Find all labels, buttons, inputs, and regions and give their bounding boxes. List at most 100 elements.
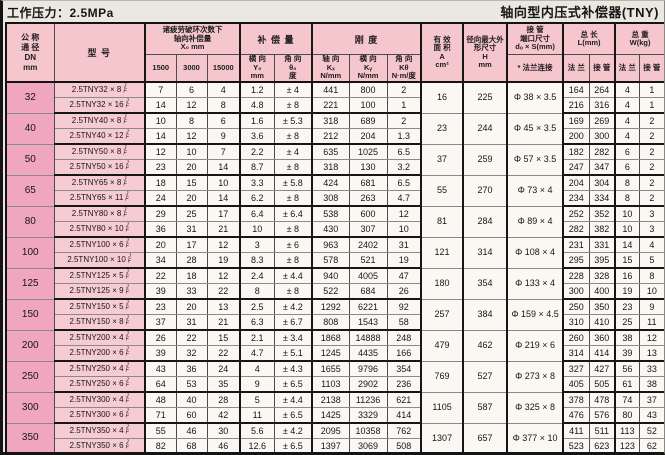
cell-length-flange: 405 [562,376,590,393]
cell-angular-theta0: ± 8 [273,190,313,207]
cell-effective-area: 1105 [420,391,464,424]
cell-stiffness-axial: 635 [311,143,350,160]
cell-stiffness-axial: 808 [311,314,350,331]
cell-weight-flange: 123 [614,438,640,452]
header-radial-max: 径向最大外 形尺寸 H mm [462,22,508,83]
cell-weight-flange: 80 [614,407,640,424]
cell-length-flange: 327 [562,360,590,377]
cell-lateral-y0: 2.5 [239,298,275,315]
cell-x0-3000: 60 [175,407,208,424]
cell-stiffness-lateral: 10358 [348,422,388,439]
cell-dn: 250 [5,360,55,393]
table-row: 50 2.5TNY50 × 8 J F 12 10 7 2.2 ± 4 635 1025 6.5 37 2… [5,143,664,176]
cell-lateral-y0: 1.6 [239,112,275,129]
model-text: 2.5TNY65 × 11 [69,193,124,202]
cell-angular-theta0: ± 6.4 [273,205,313,222]
cell-effective-area: 81 [420,205,464,238]
cell-angular-theta0: ± 4.4 [273,267,313,284]
cell-lateral-y0: 6.2 [239,190,275,207]
cell-length-pipe: 395 [588,252,616,269]
header-effective-area: 有 效 面 积 A cm² [420,22,464,83]
cell-x0-15000: 9 [206,128,241,145]
cell-lateral-y0: 5.6 [239,422,275,439]
cell-pipe-size: Φ 377 × 10 [506,422,564,452]
cell-stiffness-axial: 1103 [311,376,350,393]
cell-pipe-size: Φ 108 × 4 [506,236,564,269]
working-pressure-title: 工作压力：2.5MPa [7,6,114,20]
cell-x0-1500: 23 [144,159,177,176]
cell-pipe-size: Φ 57 × 3.5 [506,143,564,176]
cell-lateral-y0: 2.2 [239,143,275,160]
cell-length-pipe: 328 [588,267,616,284]
cell-radial-max: 354 [462,267,508,300]
cell-length-flange: 231 [562,236,590,253]
cell-angular-theta0: ± 6.7 [273,314,313,331]
cell-x0-3000: 20 [175,298,208,315]
table-row: 200 2.5TNY200 × 4 J F 26 22 15 2.1 ± 3.4 1868 1488… [5,329,664,362]
cell-radial-max: 284 [462,205,508,238]
cell-x0-1500: 12 [144,143,177,160]
cell-x0-15000: 22 [206,345,241,362]
cell-weight-flange: 4 [614,128,640,145]
cell-stiffness-lateral: 681 [348,174,388,191]
cell-stiffness-lateral: 3329 [348,407,388,424]
cell-length-pipe: 576 [588,407,616,424]
cell-stiffness-angular: 26 [386,283,422,300]
cell-length-pipe: 382 [588,221,616,238]
cell-dn: 32 [5,81,55,114]
cell-pipe-size: Φ 133 × 4 [506,267,564,300]
cell-weight-pipe: 2 [638,143,664,160]
cell-stiffness-angular: 762 [386,422,422,439]
table-row: 2.5TNY250 × 6 J F 64 53 35 9 ± 6.5 1103 2902 236 40… [6,376,664,393]
cell-weight-pipe: 37 [638,391,664,408]
table-row: 2.5TNY125 × 9 J F 39 33 22 8 ± 8 522 684 26 300 400 1… [6,283,664,300]
cell-length-flange: 282 [562,221,590,238]
model-text: 2.5TNY32 × 8 [71,85,122,94]
cell-effective-area: 257 [420,298,464,331]
cell-stiffness-lateral: 1543 [348,314,388,331]
cell-x0-15000: 7 [206,143,241,160]
cell-weight-flange: 6 [614,159,640,176]
cell-lateral-y0: 1.2 [239,81,275,98]
cell-x0-3000: 46 [175,422,208,439]
cell-x0-15000: 15 [206,329,241,346]
cell-weight-flange: 14 [614,236,640,253]
cell-weight-flange: 39 [614,345,640,362]
header-x0-group: 诸疲劳破环次数下 轴向补偿量 X₀ mm [143,22,241,55]
cell-weight-pipe: 38 [638,376,664,393]
cell-stiffness-lateral: 2902 [348,376,388,393]
cell-angular-theta0: ± 8 [273,128,313,145]
title-bar: 工作压力：2.5MPa 轴向型内压式补偿器(TNY) [5,3,661,22]
cell-stiffness-lateral: 4435 [348,345,388,362]
cell-length-pipe: 400 [588,283,616,300]
cell-x0-1500: 7 [144,81,177,98]
table-row: 2.5TNY200 × 6 J F 39 32 22 4.7 ± 5.1 1245 4435 166… [6,345,664,362]
cell-angular-theta0: ± 4.2 [273,422,313,439]
table-row: 40 2.5TNY40 × 8 J F 10 8 6 1.6 ± 5.3 318 689 2 23 244… [5,112,664,145]
header-total-length: 总 长 L(mm) [562,22,616,55]
cell-stiffness-angular: 6.5 [386,143,422,160]
cell-stiffness-axial: 538 [311,205,350,222]
table-row: 32 2.5TNY32 × 8 J F 7 6 4 1.2 ± 4 441 800 2 16 225 Φ 3… [5,81,664,114]
cell-pipe-size: Φ 273 × 8 [506,360,564,393]
cell-dn: 40 [5,112,55,145]
cell-stiffness-lateral: 6221 [348,298,388,315]
cell-length-flange: 204 [562,174,590,191]
cell-angular-theta0: ± 6 [273,236,313,253]
cell-stiffness-axial: 308 [311,190,350,207]
cell-angular-theta0: ± 5.3 [273,112,313,129]
header-pipe-port: 接 管 端口尺寸 dₒ × S(mm) [506,22,564,55]
cell-x0-1500: 18 [144,174,177,191]
table-row: 80 2.5TNY80 × 8 J F 29 25 17 6.4 ± 6.4 538 600 12 81… [5,205,664,238]
cell-stiffness-axial: 441 [311,81,350,98]
cell-weight-flange: 6 [614,143,640,160]
cell-angular-theta0: ± 4.2 [273,298,313,315]
cell-length-pipe: 264 [588,81,616,98]
